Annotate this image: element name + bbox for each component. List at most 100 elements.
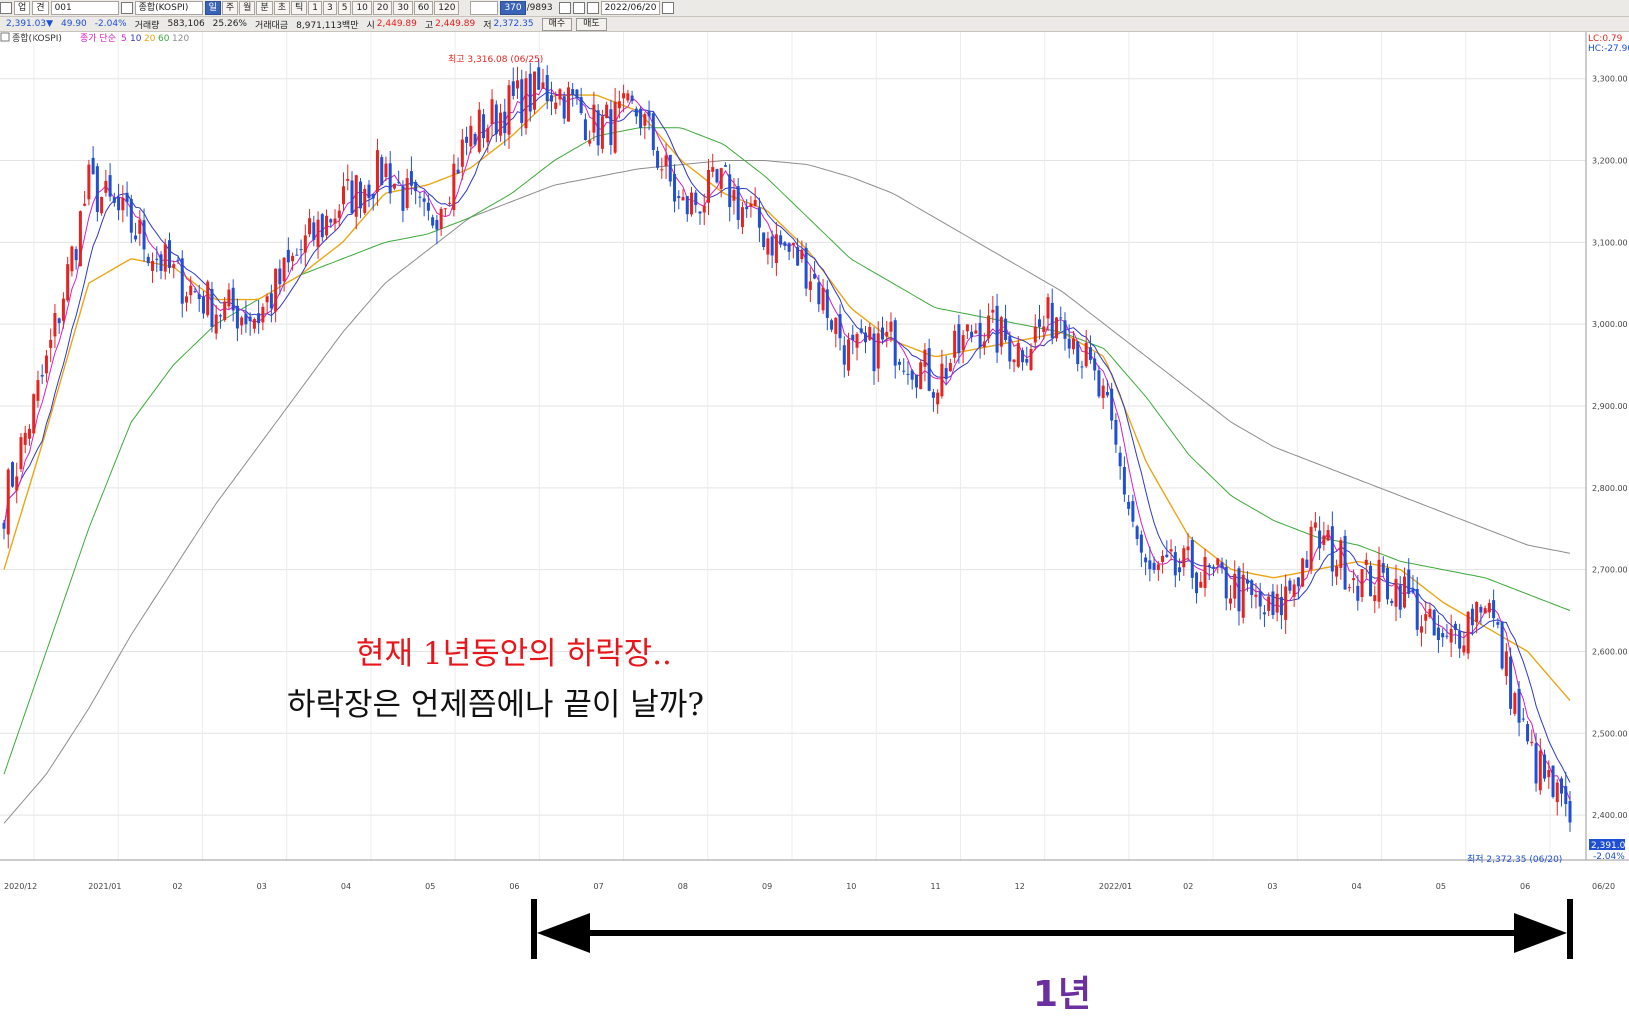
search-icon[interactable]: [120, 2, 133, 14]
hc-label: HC:-27.90: [1588, 44, 1629, 54]
candle-body: [1063, 320, 1067, 339]
tab-minute[interactable]: 분: [256, 1, 273, 15]
left-arrowhead-icon: [537, 913, 590, 953]
candle-body: [1271, 591, 1275, 615]
candle-body: [44, 355, 48, 374]
amount-value: 8,971,113백만: [296, 20, 359, 31]
candle-body: [944, 368, 948, 380]
candle-body: [1067, 338, 1071, 349]
candle-body: [711, 167, 715, 172]
candle-body: [1042, 326, 1046, 332]
candle-body: [129, 199, 133, 233]
candle-body: [651, 113, 655, 150]
candle-body: [1411, 589, 1415, 593]
candle-body: [1356, 585, 1360, 601]
tab-day[interactable]: 일: [204, 1, 221, 15]
zoom-icon[interactable]: [558, 2, 571, 14]
candle-body: [1292, 584, 1296, 597]
interval-120[interactable]: 120: [434, 1, 460, 15]
legend-ma5: 5: [121, 34, 127, 44]
candle-body: [418, 196, 422, 198]
candle-body: [1301, 558, 1305, 587]
candle-body: [1453, 623, 1457, 630]
save-icon[interactable]: [572, 2, 585, 14]
candle-body: [1436, 627, 1440, 641]
tab-week[interactable]: 주: [221, 1, 239, 15]
x-tick-label: 03: [1267, 882, 1277, 891]
sell-button[interactable]: 매도: [576, 17, 607, 31]
candle-body: [1029, 349, 1033, 370]
candle-body: [388, 163, 392, 194]
candle-body: [1127, 501, 1131, 509]
candle-body: [532, 71, 536, 110]
candle-body: [732, 190, 736, 201]
x-tick-label: 03: [257, 882, 267, 891]
candle-body: [320, 214, 324, 238]
candle-body: [32, 394, 36, 434]
candle-body: [664, 155, 668, 167]
candle-body: [358, 181, 362, 209]
candle-body: [414, 182, 418, 192]
count-field[interactable]: 370: [500, 1, 526, 15]
tab-tick[interactable]: 틱: [290, 1, 308, 15]
candle-body: [201, 296, 205, 314]
buy-button[interactable]: 매수: [541, 17, 573, 31]
candle-body: [948, 362, 952, 372]
candle-body: [702, 205, 706, 213]
interval-10[interactable]: 10: [352, 1, 372, 15]
x-tick-label: 05: [425, 882, 435, 891]
x-tick-label: 02: [1183, 882, 1193, 891]
candle-body: [1199, 581, 1203, 588]
x-tick-label: 04: [1352, 882, 1362, 891]
interval-20[interactable]: 20: [372, 1, 393, 15]
interval-1[interactable]: 1: [308, 1, 322, 15]
candle-body: [999, 317, 1003, 347]
candle-body: [1021, 350, 1025, 363]
interval-5[interactable]: 5: [337, 1, 352, 15]
candle-body: [511, 81, 515, 97]
legend-ma120: 120: [172, 34, 189, 44]
candle-body: [146, 256, 150, 264]
lc-label: LC:0.79: [1588, 34, 1623, 44]
candle-body: [477, 109, 481, 152]
candle-body: [838, 314, 842, 339]
candle-body: [1547, 770, 1551, 778]
tab-month[interactable]: 월: [239, 1, 256, 15]
candle-body: [808, 281, 812, 290]
chart-menu-icon[interactable]: [0, 2, 12, 14]
code-input[interactable]: 001: [50, 1, 119, 15]
legend-checkbox-icon[interactable]: [0, 32, 10, 42]
last-price-label: 2,391.03: [1591, 841, 1629, 851]
candle-body: [1165, 554, 1169, 557]
interval-input[interactable]: [470, 1, 499, 15]
candle-body: [1564, 786, 1568, 805]
legend-index-label: 종합(KOSPI): [12, 33, 62, 44]
view-select[interactable]: 견: [32, 1, 49, 15]
candle-body: [1275, 593, 1279, 613]
calendar-icon[interactable]: [662, 2, 675, 14]
x-tick-label: 11: [930, 882, 940, 891]
candle-body: [1530, 741, 1534, 744]
y-tick-label: 2,900.00: [1592, 402, 1628, 411]
interval-60[interactable]: 60: [413, 1, 434, 15]
candle-body: [647, 111, 651, 117]
market-select[interactable]: 업: [14, 1, 31, 15]
candle-body: [197, 294, 201, 299]
candle-body: [23, 432, 27, 445]
candle-body: [1118, 452, 1122, 467]
date-field[interactable]: 2022/06/20: [600, 1, 661, 15]
price-chart[interactable]: 종합(KOSPI) 종가 단순 5 10 20 60 120 3,300.003…: [0, 32, 1629, 893]
candle-body: [677, 196, 681, 199]
x-tick-label: 2020/12: [4, 882, 37, 891]
interval-30[interactable]: 30: [393, 1, 413, 15]
tab-second[interactable]: 초: [273, 1, 290, 15]
candle-body: [486, 128, 490, 143]
candle-body: [919, 362, 923, 390]
candle-body: [27, 428, 31, 439]
interval-3[interactable]: 3: [322, 1, 337, 15]
settings-icon[interactable]: [586, 2, 599, 14]
candle-body: [329, 219, 333, 223]
candle-body: [1521, 718, 1525, 720]
legend-ma-label: 종가 단순: [80, 33, 116, 44]
candle-body: [1419, 626, 1423, 633]
